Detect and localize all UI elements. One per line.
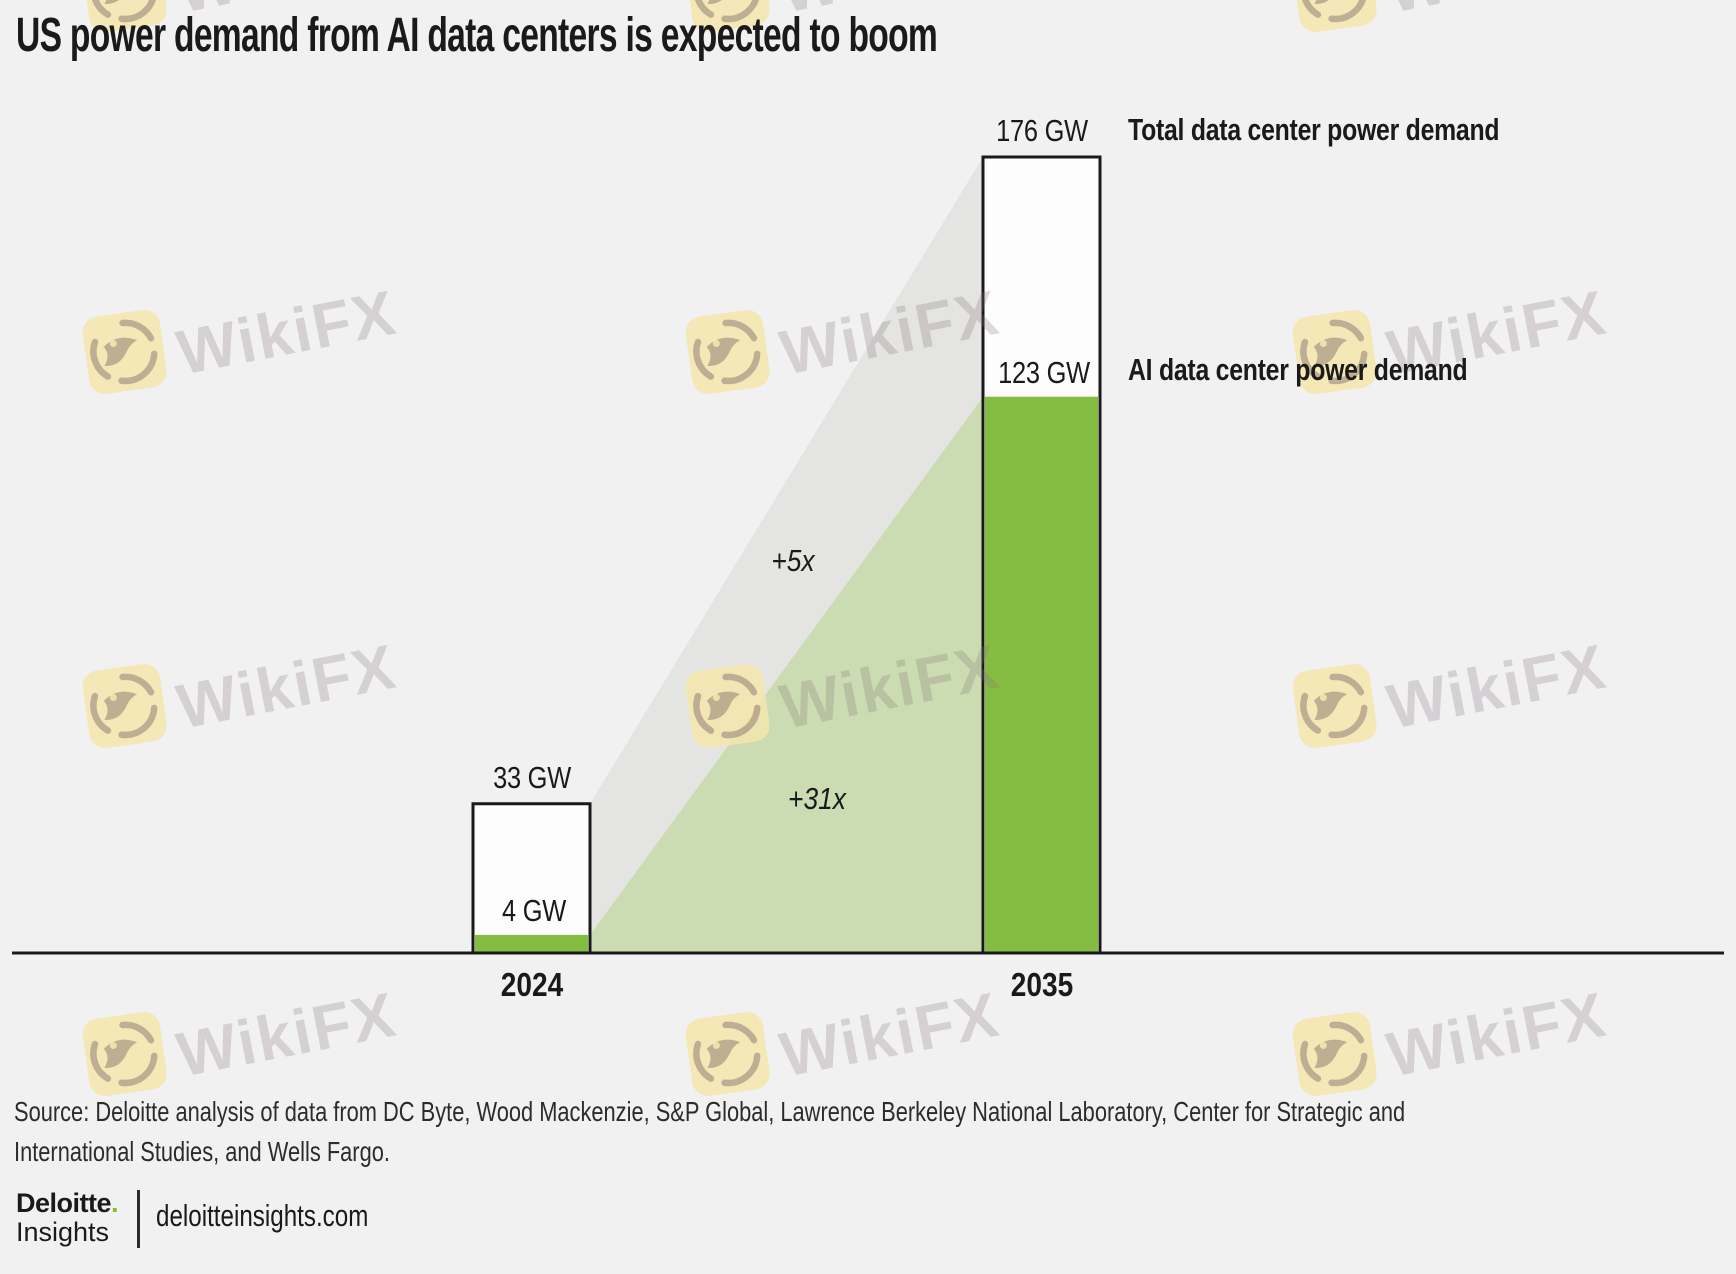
x-axis-label-2024: 2024	[500, 966, 563, 1003]
ai-value-label-2024: 4 GW	[501, 892, 566, 928]
total-value-label-2035: 176 GW	[995, 113, 1088, 148]
footer-site-url: deloitteinsights.com	[156, 1198, 369, 1233]
brand-word: Deloitte	[16, 1188, 112, 1218]
total-bar-2024	[471, 802, 592, 955]
source-line-1: Source: Deloitte analysis of data from D…	[14, 1096, 1406, 1127]
total-value-label-2024: 33 GW	[492, 759, 571, 795]
chart-title: US power demand from AI data centers is …	[16, 9, 938, 62]
legend-ai-label: AI data center power demand	[1128, 352, 1468, 387]
ai-bar-2035	[985, 396, 1098, 952]
deloitte-insights-logo: Deloitte. Insights	[16, 1188, 119, 1248]
source-note: Source: Deloitte analysis of data from D…	[14, 1092, 1736, 1172]
source-line-2: International Studies, and Wells Fargo.	[14, 1136, 390, 1167]
ai-value-label-2035: 123 GW	[997, 354, 1090, 390]
x-axis-label-2035: 2035	[1010, 966, 1073, 1003]
annotation-ai-multiplier: +31x	[788, 781, 846, 816]
ai-bar-2024	[475, 934, 588, 952]
footer-divider	[137, 1190, 140, 1248]
brand-green-dot: .	[111, 1188, 119, 1218]
legend-total-label: Total data center power demand	[1128, 112, 1500, 147]
brand-name: Deloitte.	[16, 1188, 119, 1219]
annotation-total-multiplier: +5x	[771, 543, 815, 578]
ai-growth-band	[590, 396, 983, 953]
brand-sub: Insights	[16, 1217, 110, 1247]
